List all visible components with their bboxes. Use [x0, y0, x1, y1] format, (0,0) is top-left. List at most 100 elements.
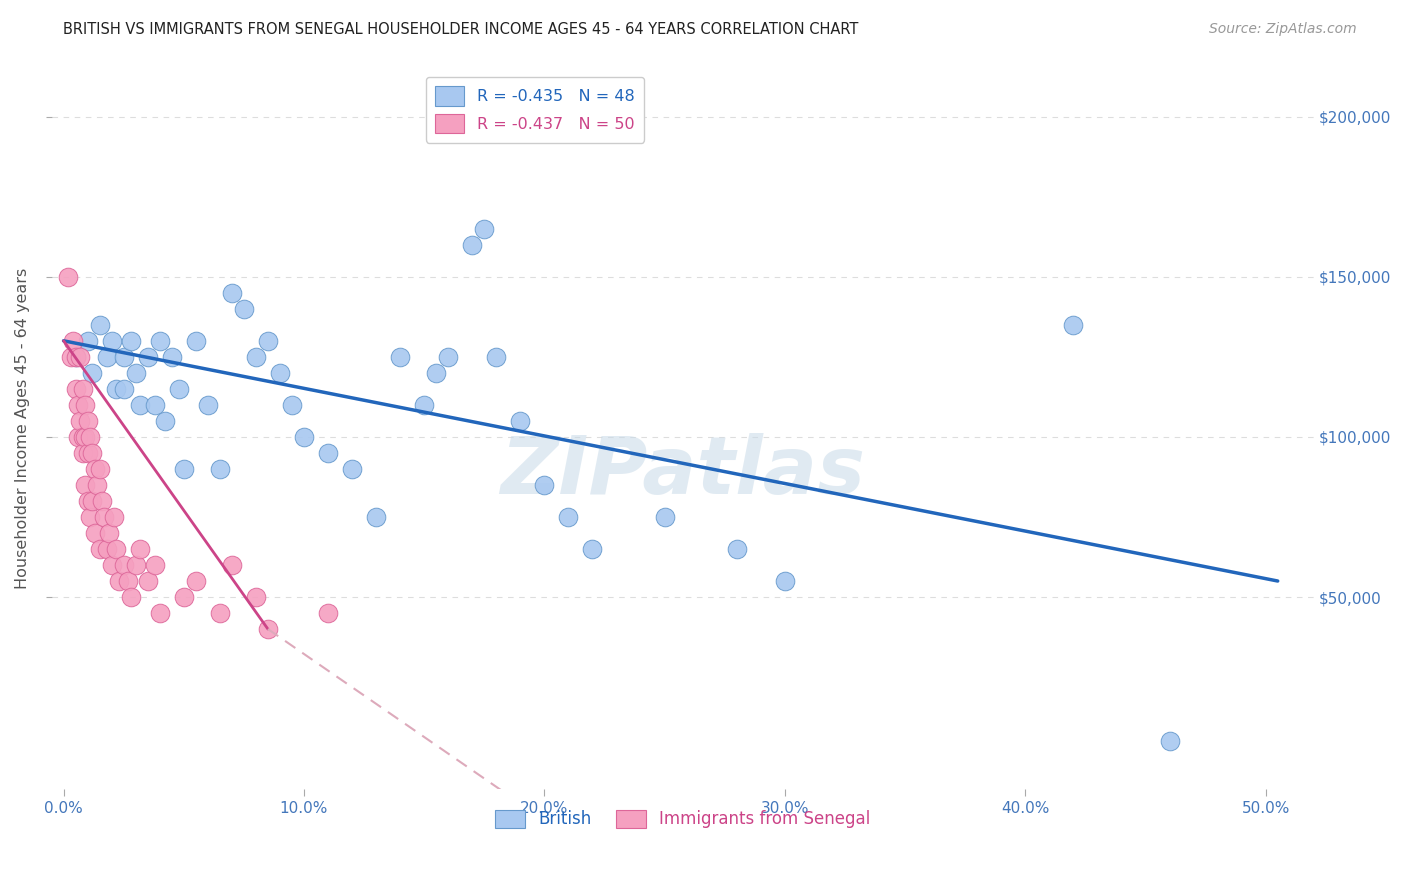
Point	[108, 574, 131, 588]
Point	[208, 606, 231, 620]
Point	[153, 414, 176, 428]
Point	[96, 350, 118, 364]
Point	[65, 350, 87, 364]
Point	[59, 350, 82, 364]
Point	[257, 334, 280, 348]
Point	[725, 541, 748, 556]
Point	[316, 446, 339, 460]
Point	[100, 334, 122, 348]
Point	[425, 366, 447, 380]
Point	[129, 398, 152, 412]
Point	[221, 558, 243, 572]
Point	[173, 462, 195, 476]
Y-axis label: Householder Income Ages 45 - 64 years: Householder Income Ages 45 - 64 years	[15, 268, 30, 590]
Point	[197, 398, 219, 412]
Point	[103, 510, 125, 524]
Point	[389, 350, 412, 364]
Point	[149, 334, 172, 348]
Point	[340, 462, 363, 476]
Point	[112, 558, 135, 572]
Point	[89, 541, 111, 556]
Point	[91, 494, 114, 508]
Point	[292, 430, 315, 444]
Point	[117, 574, 139, 588]
Point	[69, 414, 91, 428]
Point	[1159, 734, 1181, 748]
Point	[143, 558, 166, 572]
Point	[62, 334, 84, 348]
Point	[485, 350, 508, 364]
Point	[124, 558, 146, 572]
Point	[76, 334, 98, 348]
Point	[461, 237, 484, 252]
Point	[364, 510, 387, 524]
Point	[120, 590, 142, 604]
Point	[184, 574, 207, 588]
Point	[82, 494, 104, 508]
Point	[184, 334, 207, 348]
Point	[75, 430, 97, 444]
Point	[72, 430, 94, 444]
Point	[76, 446, 98, 460]
Point	[96, 541, 118, 556]
Point	[143, 398, 166, 412]
Point	[245, 590, 267, 604]
Point	[65, 382, 87, 396]
Point	[100, 558, 122, 572]
Point	[76, 494, 98, 508]
Point	[269, 366, 291, 380]
Point	[98, 526, 121, 541]
Point	[86, 478, 108, 492]
Point	[83, 526, 105, 541]
Point	[82, 366, 104, 380]
Point	[173, 590, 195, 604]
Text: BRITISH VS IMMIGRANTS FROM SENEGAL HOUSEHOLDER INCOME AGES 45 - 64 YEARS CORRELA: BRITISH VS IMMIGRANTS FROM SENEGAL HOUSE…	[63, 22, 859, 37]
Point	[281, 398, 304, 412]
Point	[79, 510, 101, 524]
Point	[79, 430, 101, 444]
Point	[136, 350, 159, 364]
Point	[245, 350, 267, 364]
Point	[72, 446, 94, 460]
Text: ZIPatlas: ZIPatlas	[501, 434, 865, 511]
Point	[75, 398, 97, 412]
Point	[83, 462, 105, 476]
Point	[654, 510, 676, 524]
Point	[65, 350, 87, 364]
Point	[72, 382, 94, 396]
Point	[472, 221, 495, 235]
Point	[120, 334, 142, 348]
Point	[136, 574, 159, 588]
Point	[129, 541, 152, 556]
Point	[167, 382, 190, 396]
Point	[58, 269, 80, 284]
Point	[105, 541, 128, 556]
Point	[557, 510, 579, 524]
Point	[437, 350, 460, 364]
Point	[124, 366, 146, 380]
Point	[413, 398, 436, 412]
Point	[89, 462, 111, 476]
Point	[232, 301, 254, 316]
Point	[533, 478, 555, 492]
Point	[316, 606, 339, 620]
Point	[208, 462, 231, 476]
Point	[75, 478, 97, 492]
Point	[773, 574, 796, 588]
Point	[149, 606, 172, 620]
Point	[509, 414, 531, 428]
Point	[82, 446, 104, 460]
Point	[160, 350, 183, 364]
Point	[221, 285, 243, 300]
Point	[257, 622, 280, 636]
Point	[66, 398, 89, 412]
Point	[93, 510, 115, 524]
Text: Source: ZipAtlas.com: Source: ZipAtlas.com	[1209, 22, 1357, 37]
Point	[581, 541, 603, 556]
Point	[112, 350, 135, 364]
Point	[76, 414, 98, 428]
Point	[105, 382, 128, 396]
Point	[1062, 318, 1084, 332]
Legend: British, Immigrants from Senegal: British, Immigrants from Senegal	[488, 803, 877, 835]
Point	[66, 430, 89, 444]
